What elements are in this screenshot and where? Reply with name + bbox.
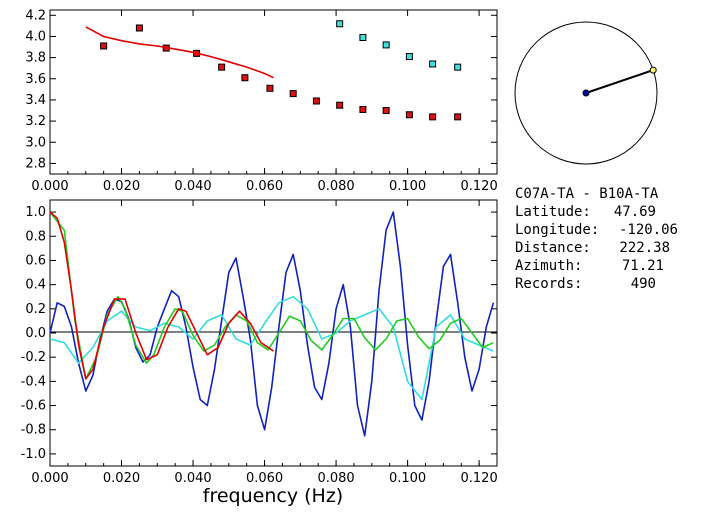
velocity-x-tick-label: 0.120 [461, 179, 498, 194]
velocity-x-tick-label: 0.040 [174, 179, 211, 194]
red-velocity-point [241, 74, 249, 82]
velocity-x-tick-label: 0.000 [31, 179, 68, 194]
red-velocity-point [312, 97, 320, 105]
records-label: Records: [515, 276, 582, 292]
velocity-x-tick-label: 0.080 [317, 179, 354, 194]
velocity-x-tick-label: 0.020 [103, 179, 140, 194]
latitude-value: 47.69 [614, 204, 656, 220]
velocity-y-tick-label: 3.2 [25, 114, 46, 129]
azimuth-diagram [514, 21, 658, 165]
station-origin-marker [582, 89, 590, 97]
cyan-velocity-point [382, 41, 390, 49]
correlation-y-tick-label: -0.2 [21, 350, 46, 365]
correlation-x-tick-label: 0.080 [317, 471, 354, 486]
velocity-y-tick-label: 3.6 [25, 72, 46, 87]
latitude-label: Latitude: [515, 204, 591, 220]
red-velocity-point [218, 63, 226, 71]
cyan-velocity-point [359, 34, 367, 42]
correlation-y-tick-label: 0.6 [25, 253, 46, 268]
red-velocity-point [289, 90, 297, 98]
velocity-plot: 0.000 0.020 0.040 0.060 0.080 0.100 0.120 4.2 4.… [25, 8, 497, 194]
red-velocity-point [100, 42, 108, 50]
station-pair: C07A-TA - B10A-TA [515, 186, 659, 202]
red-velocity-point [266, 84, 274, 92]
blue-series-line [49, 211, 495, 437]
correlation-plot: 0.000 0.020 0.040 0.060 0.080 0.100 0.120 1.0 0.… [21, 199, 498, 507]
red-velocity-point [135, 24, 143, 32]
longitude-label: Longitude: [515, 222, 599, 238]
velocity-x-tick-label: 0.100 [389, 179, 426, 194]
correlation-y-tick-label: -0.4 [21, 374, 46, 389]
correlation-plot-frame [49, 199, 498, 467]
green-series-line [49, 211, 494, 380]
azimuth-label: Azimuth: [515, 258, 582, 274]
correlation-x-tick-label: 0.120 [461, 471, 498, 486]
velocity-y-tick-label: 4.2 [25, 8, 46, 23]
correlation-y-tick-label: 0.8 [25, 229, 46, 244]
cyan-velocity-point [336, 20, 344, 28]
velocity-y-tick-label: 4.0 [25, 29, 46, 44]
correlation-x-tick-label: 0.100 [389, 471, 426, 486]
cyan-velocity-point [429, 60, 437, 68]
cyan-velocity-point [454, 63, 462, 71]
correlation-y-tick-label: -0.6 [21, 399, 46, 414]
correlation-y-tick-label: 0.2 [25, 302, 46, 317]
correlation-y-tick-label: -1.0 [21, 447, 46, 462]
records-value: 490 [631, 276, 656, 292]
red-velocity-point [405, 111, 413, 119]
correlation-x-tick-label: 0.020 [103, 471, 140, 486]
red-velocity-point [454, 113, 462, 121]
red-series-line [49, 211, 274, 380]
red-velocity-point [382, 107, 390, 115]
correlation-y-tick-label: 0.0 [25, 326, 46, 341]
cyan-series-line [49, 295, 494, 401]
correlation-x-tick-label: 0.040 [174, 471, 211, 486]
velocity-y-tick-label: 3.4 [25, 93, 46, 108]
red-velocity-point [359, 105, 367, 113]
azimuth-line [585, 69, 654, 94]
velocity-y-tick-label: 3.8 [25, 51, 46, 66]
x-axis-label: frequency (Hz) [203, 485, 343, 507]
cyan-velocity-point [405, 53, 413, 61]
correlation-x-tick-label: 0.000 [31, 471, 68, 486]
distance-value: 222.38 [619, 240, 670, 256]
red-velocity-point [429, 113, 437, 121]
dispersion-curve [85, 26, 274, 79]
azimuth-circle [514, 21, 658, 165]
velocity-x-tick-label: 0.060 [246, 179, 283, 194]
azimuth-value: 71.21 [622, 258, 664, 274]
station-info: C07A-TA - B10A-TA Latitude: 47.69 Longit… [515, 186, 678, 292]
velocity-plot-frame [49, 9, 498, 175]
distance-label: Distance: [515, 240, 591, 256]
station-target-marker [649, 66, 657, 74]
correlation-y-tick-label: 0.4 [25, 278, 46, 293]
correlation-y-tick-label: 1.0 [25, 205, 46, 220]
red-velocity-point [336, 101, 344, 109]
velocity-y-tick-label: 2.8 [25, 156, 46, 171]
velocity-y-tick-label: 3.0 [25, 135, 46, 150]
correlation-x-tick-label: 0.060 [246, 471, 283, 486]
longitude-value: -120.06 [619, 222, 678, 238]
correlation-y-tick-label: -0.8 [21, 423, 46, 438]
